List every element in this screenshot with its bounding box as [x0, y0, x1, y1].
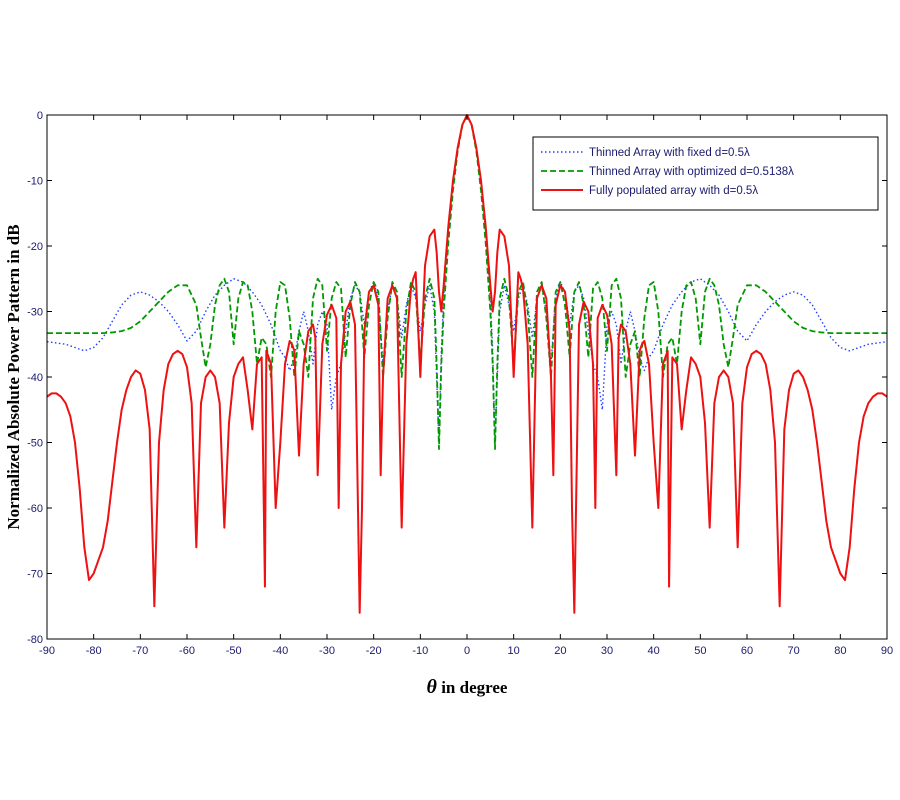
y-tick-label: -70 — [27, 569, 43, 581]
legend-label-3: Fully populated array with d=0.5λ — [589, 185, 758, 197]
y-axis-title: Normalized Absolute Power Pattern in dB — [4, 224, 23, 529]
x-tick-label: 90 — [881, 645, 893, 657]
x-tick-label: -40 — [272, 645, 288, 657]
x-tick-label: 80 — [834, 645, 846, 657]
x-tick-label: 40 — [648, 645, 660, 657]
legend-box — [532, 136, 879, 211]
x-axis-title: θ in degree — [427, 676, 508, 698]
y-tick-label: -20 — [27, 241, 43, 253]
legend-label-2: Thinned Array with optimized d=0.5138λ — [589, 166, 794, 178]
y-tick-label: 0 — [37, 110, 43, 122]
x-axis-label: in degree — [437, 678, 508, 697]
y-tick-label: -60 — [27, 503, 43, 515]
y-tick-label: -50 — [27, 438, 43, 450]
x-axis-symbol: θ — [427, 676, 438, 698]
series-line-2 — [47, 114, 887, 450]
x-tick-label: -10 — [412, 645, 428, 657]
y-tick-label: -30 — [27, 307, 43, 319]
legend-label-1: Thinned Array with fixed d=0.5λ — [589, 147, 750, 159]
x-tick-label: 30 — [601, 645, 613, 657]
x-tick-label: -90 — [39, 645, 55, 657]
x-tick-label: -70 — [132, 645, 148, 657]
x-tick-label: -60 — [179, 645, 195, 657]
x-tick-label: 50 — [694, 645, 706, 657]
x-tick-label: -30 — [319, 645, 335, 657]
ticks: -90 -80 -70 -60 -50 -40 -30 -20 -10 0 10 20 30 40 50 60… — [27, 110, 893, 657]
y-tick-label: -80 — [27, 634, 43, 646]
y-tick-label: -40 — [27, 372, 43, 384]
x-tick-label: 10 — [508, 645, 520, 657]
y-tick-label: -10 — [27, 176, 43, 188]
x-tick-label: -80 — [86, 645, 102, 657]
x-tick-label: 20 — [554, 645, 566, 657]
x-tick-label: 0 — [464, 645, 470, 657]
x-tick-label: -50 — [226, 645, 242, 657]
plot-frame — [46, 114, 888, 640]
x-tick-label: 60 — [741, 645, 753, 657]
legend: Thinned Array with fixed d=0.5λ Thinned A… — [532, 136, 879, 211]
series-line-1 — [46, 114, 888, 444]
x-tick-label: 70 — [788, 645, 800, 657]
x-tick-label: -20 — [366, 645, 382, 657]
